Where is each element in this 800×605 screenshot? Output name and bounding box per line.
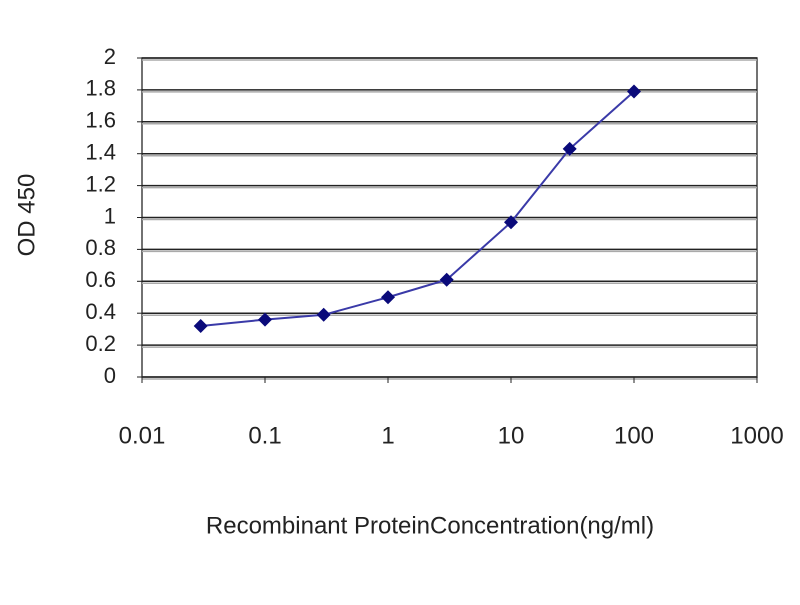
y-tick-label: 0 bbox=[104, 363, 116, 388]
x-tick-label: 1000 bbox=[730, 422, 783, 449]
y-tick-label: 2 bbox=[104, 44, 116, 69]
data-point bbox=[381, 290, 395, 305]
data-point bbox=[316, 307, 331, 322]
y-tick-label: 0.2 bbox=[85, 331, 116, 356]
y-tick-label: 1.8 bbox=[85, 76, 116, 101]
data-point bbox=[258, 312, 272, 327]
x-axis-title: Recombinant ProteinConcentration(ng/ml) bbox=[206, 512, 654, 539]
data-point bbox=[627, 84, 641, 99]
y-tick-label: 0.4 bbox=[85, 299, 116, 324]
y-tick-label: 0.8 bbox=[85, 235, 116, 260]
x-tick-label: 100 bbox=[614, 422, 654, 449]
data-point bbox=[193, 318, 208, 333]
y-tick-label: 1.4 bbox=[85, 140, 116, 165]
x-tick-label: 0.1 bbox=[248, 422, 281, 449]
data-line bbox=[200, 90, 635, 327]
y-tick-label: 1 bbox=[104, 203, 116, 228]
x-tick-label: 10 bbox=[498, 422, 525, 449]
y-tick-label: 1.2 bbox=[85, 171, 116, 196]
y-axis-title: OD 450 bbox=[13, 174, 40, 257]
y-tick-label: 1.6 bbox=[85, 108, 116, 133]
y-tick-label: 0.6 bbox=[85, 267, 116, 292]
x-tick-label: 0.01 bbox=[119, 422, 166, 449]
x-tick-label: 1 bbox=[381, 422, 394, 449]
data-point bbox=[504, 215, 518, 230]
data-point bbox=[562, 141, 577, 156]
data-point bbox=[439, 272, 454, 287]
